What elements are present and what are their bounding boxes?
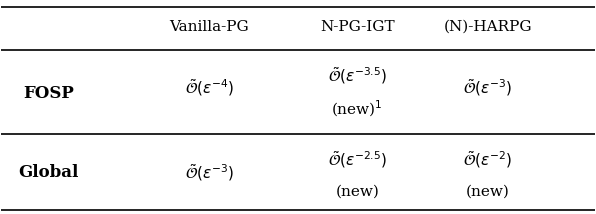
Text: Global: Global xyxy=(18,164,79,181)
Text: N-PG-IGT: N-PG-IGT xyxy=(320,20,395,34)
Text: FOSP: FOSP xyxy=(23,85,74,102)
Text: (new): (new) xyxy=(466,184,510,199)
Text: $\tilde{\mathcal{O}}(\varepsilon^{-2})$: $\tilde{\mathcal{O}}(\varepsilon^{-2})$ xyxy=(463,149,513,170)
Text: (new)$^1$: (new)$^1$ xyxy=(331,99,383,119)
Text: Vanilla-PG: Vanilla-PG xyxy=(169,20,249,34)
Text: (N)-HARPG: (N)-HARPG xyxy=(443,20,532,34)
Text: $\tilde{\mathcal{O}}(\varepsilon^{-3})$: $\tilde{\mathcal{O}}(\varepsilon^{-3})$ xyxy=(463,77,513,98)
Text: (new): (new) xyxy=(336,184,379,199)
Text: $\tilde{\mathcal{O}}(\varepsilon^{-3.5})$: $\tilde{\mathcal{O}}(\varepsilon^{-3.5})… xyxy=(328,65,387,86)
Text: $\tilde{\mathcal{O}}(\varepsilon^{-4})$: $\tilde{\mathcal{O}}(\varepsilon^{-4})$ xyxy=(185,77,234,98)
Text: $\tilde{\mathcal{O}}(\varepsilon^{-3})$: $\tilde{\mathcal{O}}(\varepsilon^{-3})$ xyxy=(185,162,234,183)
Text: $\tilde{\mathcal{O}}(\varepsilon^{-2.5})$: $\tilde{\mathcal{O}}(\varepsilon^{-2.5})… xyxy=(328,149,387,170)
